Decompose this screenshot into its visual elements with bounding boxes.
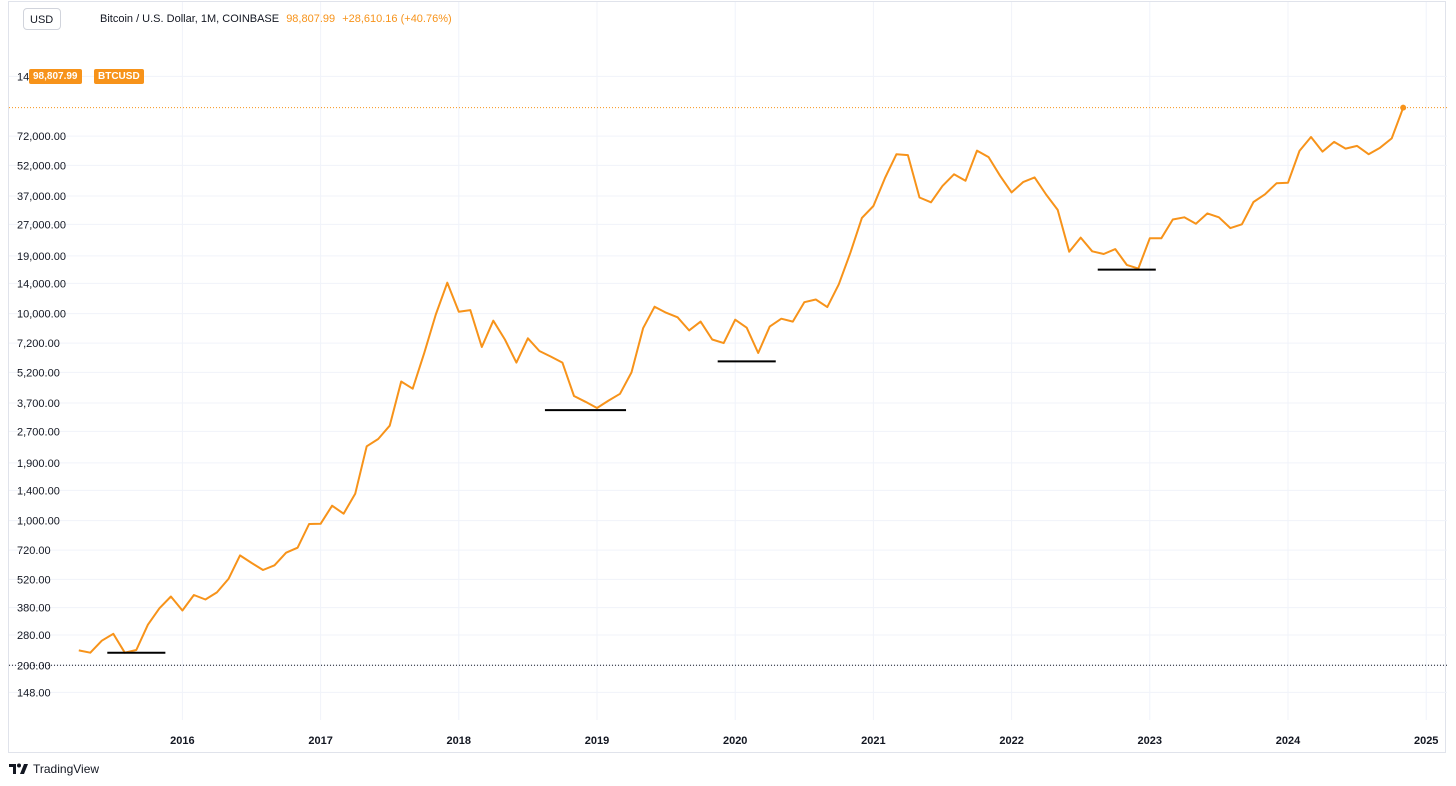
x-tick-label: 2024 [1276, 735, 1301, 747]
x-tick-label: 2020 [723, 735, 747, 747]
symbol-legend: Bitcoin / U.S. Dollar, 1M, COINBASE 98,8… [100, 13, 452, 25]
y-tick-label: 520.00 [17, 574, 51, 586]
y-tick-label: 1,900.00 [17, 458, 60, 470]
y-tick-label: 148.00 [17, 687, 51, 699]
price-chart[interactable]: 140,000.0072,000.0052,000.0037,000.0027,… [9, 2, 1447, 754]
x-tick-label: 2021 [861, 735, 885, 747]
y-tick-label: 720.00 [17, 545, 51, 557]
y-tick-label: 2,700.00 [17, 426, 60, 438]
y-tick-label: 52,000.00 [17, 160, 66, 172]
ticker-tag: BTCUSD [94, 69, 144, 84]
chart-frame: 140,000.0072,000.0052,000.0037,000.0027,… [8, 1, 1447, 754]
currency-unit-button[interactable]: USD [23, 8, 61, 30]
y-tick-label: 27,000.00 [17, 219, 66, 231]
y-tick-label: 5,200.00 [17, 367, 60, 379]
y-tick-label: 19,000.00 [17, 251, 66, 263]
y-tick-label: 37,000.00 [17, 191, 66, 203]
y-tick-label: 380.00 [17, 603, 51, 615]
tradingview-logo-icon [9, 763, 28, 774]
last-price-marker [1400, 104, 1407, 111]
x-tick-label: 2019 [585, 735, 609, 747]
y-tick-label: 7,200.00 [17, 338, 60, 350]
x-tick-label: 2017 [308, 735, 332, 747]
y-tick-label: 72,000.00 [17, 131, 66, 143]
brand-name: TradingView [33, 762, 100, 776]
last-price: 98,807.99 [286, 13, 336, 25]
x-tick-label: 2022 [999, 735, 1023, 747]
price-series-line [78, 107, 1405, 654]
y-tick-label: 1,000.00 [17, 516, 60, 528]
price-change: +28,610.16 (+40.76%) [342, 13, 452, 25]
y-tick-label: 1,400.00 [17, 485, 60, 497]
y-tick-label: 10,000.00 [17, 309, 66, 321]
y-tick-label: 200.00 [17, 660, 51, 672]
y-tick-label: 3,700.00 [17, 398, 60, 410]
x-tick-label: 2018 [447, 735, 471, 747]
y-tick-label: 280.00 [17, 630, 51, 642]
x-tick-label: 2025 [1414, 735, 1438, 747]
x-tick-label: 2016 [170, 735, 194, 747]
x-tick-label: 2023 [1138, 735, 1162, 747]
tradingview-logo[interactable]: TradingView [9, 761, 99, 777]
y-tick-label: 14,000.00 [17, 278, 66, 290]
last-price-tag: 98,807.99 [29, 69, 82, 84]
symbol-description: Bitcoin / U.S. Dollar, 1M, COINBASE [100, 13, 280, 25]
